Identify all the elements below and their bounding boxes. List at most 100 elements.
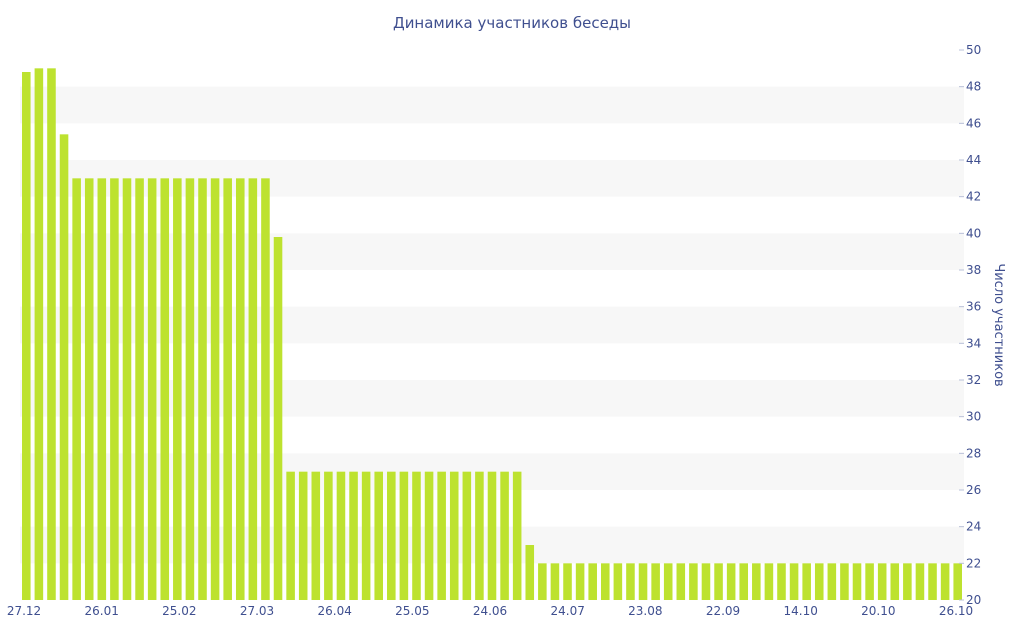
bar (449, 471, 459, 600)
y-axis-ticks: 20 22 24 26 28 30 32 34 36 38 40 42 44 46 48 50 (959, 43, 981, 607)
bar (764, 563, 774, 600)
bar (185, 178, 195, 600)
bar (953, 563, 962, 600)
bar (47, 68, 56, 600)
bar (72, 178, 81, 600)
bar (701, 563, 711, 600)
y-tick-label: 24 (966, 520, 981, 534)
bar (915, 563, 925, 600)
bar (147, 178, 157, 600)
bar (676, 563, 686, 600)
x-tick-label: 27.12 (7, 604, 41, 618)
bar (248, 178, 258, 600)
x-tick-label: 24.06 (473, 604, 507, 618)
bar (311, 471, 321, 600)
bar (475, 471, 484, 600)
bar (223, 178, 232, 600)
bar (22, 72, 31, 600)
bar (726, 563, 736, 600)
x-tick-label: 23.08 (628, 604, 662, 618)
bar (928, 563, 937, 600)
y-tick-label: 20 (966, 593, 981, 607)
bar (361, 471, 371, 600)
bar (487, 471, 497, 600)
bar (714, 563, 723, 600)
bar (235, 178, 245, 600)
bar (122, 178, 132, 600)
bar (273, 237, 283, 600)
bar (890, 563, 900, 600)
x-tick-label: 22.09 (706, 604, 740, 618)
grid-band (20, 86, 964, 124)
bar (110, 178, 119, 600)
bar (789, 563, 799, 600)
y-tick-label: 36 (966, 300, 981, 314)
x-tick-label: 27.03 (240, 604, 274, 618)
chart-title: Динамика участников беседы (393, 14, 631, 32)
x-tick-label: 20.10 (861, 604, 895, 618)
bar (525, 545, 535, 600)
bar (814, 563, 824, 600)
bar (399, 471, 409, 600)
x-tick-label: 26.10 (939, 604, 973, 618)
y-tick-label: 38 (966, 263, 981, 277)
y-tick-label: 50 (966, 43, 981, 57)
bar (160, 178, 170, 600)
x-tick-label: 24.07 (551, 604, 585, 618)
bar (865, 563, 874, 600)
y-tick-label: 32 (966, 373, 981, 387)
bar (940, 563, 950, 600)
y-tick-label: 26 (966, 483, 981, 497)
bar (210, 178, 220, 600)
bar (324, 471, 333, 600)
bar (512, 471, 522, 600)
bar (689, 563, 698, 600)
bar (298, 471, 308, 600)
bar (601, 563, 610, 600)
bars (22, 68, 962, 600)
bar (663, 563, 673, 600)
bar (462, 471, 472, 600)
bar (97, 178, 107, 600)
y-tick-label: 48 (966, 80, 981, 94)
bar (575, 563, 585, 600)
bar (802, 563, 811, 600)
x-tick-label: 25.05 (395, 604, 429, 618)
bar (840, 563, 849, 600)
bar (739, 563, 749, 600)
bar (387, 471, 396, 600)
x-axis-ticks: 27.12 26.01 25.02 27.03 26.04 25.05 24.06 24.07… (7, 604, 973, 618)
bar (336, 471, 346, 600)
bar (261, 178, 270, 600)
bar (852, 563, 862, 600)
bar (437, 471, 446, 600)
y-axis-label: Число участников (991, 263, 1006, 386)
bar (752, 563, 761, 600)
y-tick-label: 42 (966, 190, 981, 204)
bar (550, 563, 560, 600)
x-tick-label: 25.02 (162, 604, 196, 618)
bar (34, 68, 44, 600)
bar (424, 471, 434, 600)
bar (198, 178, 207, 600)
y-tick-label: 30 (966, 410, 981, 424)
bar (651, 563, 660, 600)
y-tick-label: 22 (966, 556, 981, 570)
y-tick-label: 34 (966, 336, 981, 350)
bar (84, 178, 94, 600)
bar (59, 134, 69, 600)
x-tick-label: 26.04 (318, 604, 352, 618)
bar (538, 563, 547, 600)
bar (173, 178, 182, 600)
y-tick-label: 46 (966, 116, 981, 130)
bar (563, 563, 572, 600)
bar (135, 178, 144, 600)
x-tick-label: 14.10 (784, 604, 818, 618)
bar (626, 563, 635, 600)
bar (412, 471, 421, 600)
bar (777, 563, 786, 600)
bar (638, 563, 648, 600)
bar (613, 563, 623, 600)
bar (588, 563, 597, 600)
